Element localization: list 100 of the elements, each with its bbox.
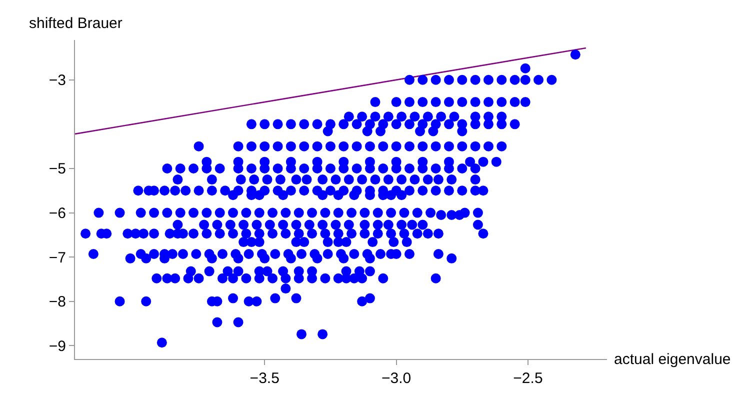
point xyxy=(299,186,310,196)
point xyxy=(194,273,204,284)
point xyxy=(264,220,275,230)
point xyxy=(246,119,256,130)
point xyxy=(270,293,280,304)
point xyxy=(341,237,352,248)
y-tick-label: −9 xyxy=(48,338,66,355)
point xyxy=(294,228,304,239)
point xyxy=(312,119,322,130)
point xyxy=(396,174,407,185)
point xyxy=(199,220,210,230)
point xyxy=(496,97,507,108)
point xyxy=(280,273,291,284)
point xyxy=(418,74,428,85)
point xyxy=(252,220,262,230)
point xyxy=(372,208,383,218)
point xyxy=(378,163,388,174)
point xyxy=(399,228,410,239)
point xyxy=(133,186,144,196)
point xyxy=(320,228,330,239)
point xyxy=(344,112,354,122)
x-tick-label: −3.5 xyxy=(250,370,280,387)
point xyxy=(322,249,333,259)
point xyxy=(241,208,252,218)
point xyxy=(167,249,178,259)
point xyxy=(220,186,230,196)
point xyxy=(426,208,436,218)
point xyxy=(302,174,312,185)
point xyxy=(270,249,280,259)
point xyxy=(370,97,380,108)
point xyxy=(352,163,362,174)
point xyxy=(325,141,336,152)
point xyxy=(357,296,368,306)
point xyxy=(444,141,454,152)
point xyxy=(470,174,480,185)
point xyxy=(206,174,217,185)
point xyxy=(404,249,414,259)
point xyxy=(204,266,214,276)
point xyxy=(433,249,444,259)
point xyxy=(457,163,468,174)
point xyxy=(188,163,199,174)
point xyxy=(156,338,167,348)
point xyxy=(244,249,254,259)
point xyxy=(436,210,446,220)
point xyxy=(254,228,264,239)
point xyxy=(470,119,480,130)
point xyxy=(217,273,228,284)
point xyxy=(422,228,433,239)
point xyxy=(386,190,396,200)
point xyxy=(291,220,302,230)
point xyxy=(217,249,228,259)
point xyxy=(228,208,238,218)
point xyxy=(496,141,507,152)
point xyxy=(457,186,468,196)
point xyxy=(483,74,494,85)
point xyxy=(510,97,520,108)
point xyxy=(446,174,457,185)
point xyxy=(318,329,328,340)
point xyxy=(364,141,375,152)
point xyxy=(418,186,428,196)
point xyxy=(299,163,310,174)
point xyxy=(299,119,310,130)
point xyxy=(418,220,428,230)
point xyxy=(483,119,494,130)
point xyxy=(386,208,396,218)
point xyxy=(228,190,238,200)
point xyxy=(357,112,368,122)
y-tick-label: −6 xyxy=(48,205,66,222)
point xyxy=(241,228,252,239)
point xyxy=(214,228,225,239)
point xyxy=(472,208,483,218)
point xyxy=(94,208,104,218)
point xyxy=(233,141,244,152)
point xyxy=(152,273,162,284)
point xyxy=(412,208,422,218)
point xyxy=(318,190,328,200)
y-axis-title: shifted Brauer xyxy=(29,15,122,32)
point xyxy=(291,174,302,185)
point xyxy=(430,163,441,174)
point xyxy=(346,208,357,218)
point xyxy=(333,228,344,239)
point xyxy=(318,174,328,185)
point xyxy=(457,97,468,108)
point xyxy=(472,220,483,230)
point xyxy=(470,163,480,174)
point xyxy=(457,126,468,136)
point xyxy=(325,163,336,174)
point xyxy=(330,174,341,185)
point xyxy=(357,273,368,284)
point xyxy=(344,220,354,230)
point xyxy=(349,190,360,200)
point xyxy=(364,266,375,276)
point xyxy=(430,97,441,108)
point xyxy=(238,220,249,230)
point xyxy=(364,253,375,264)
point xyxy=(286,119,296,130)
point xyxy=(444,74,454,85)
point xyxy=(246,141,256,152)
point xyxy=(520,63,530,74)
point xyxy=(307,228,318,239)
